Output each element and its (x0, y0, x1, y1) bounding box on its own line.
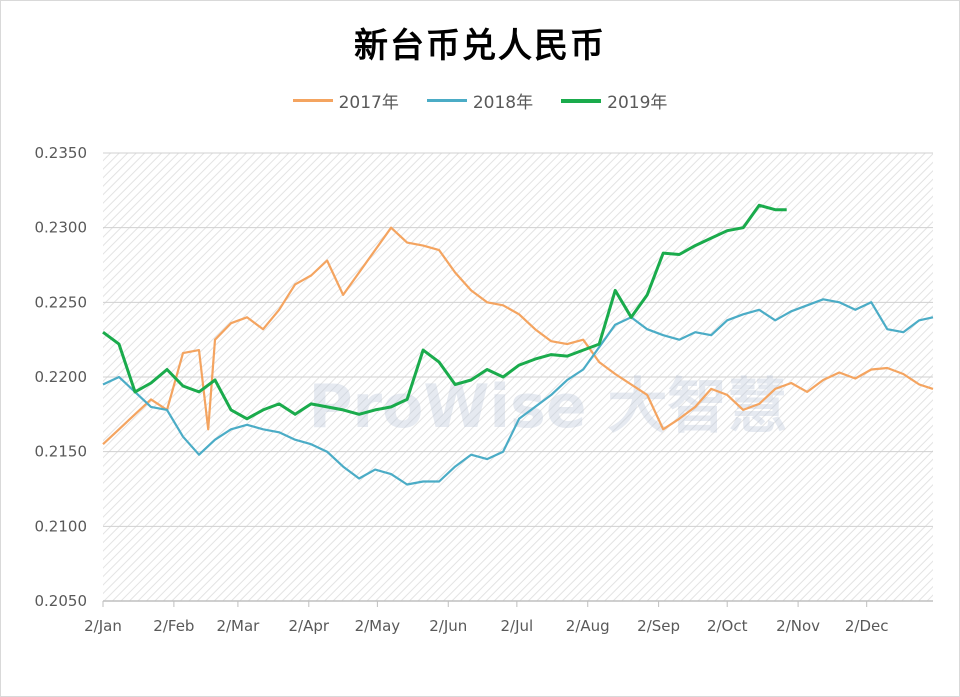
y-tick-label: 0.2100 (35, 517, 88, 535)
legend-swatch-2017 (292, 99, 333, 102)
legend-swatch-2018 (426, 99, 467, 102)
y-tick-label: 0.2300 (35, 219, 88, 237)
x-tick-label: 2/Jan (84, 617, 122, 635)
y-tick-label: 0.2350 (35, 144, 88, 162)
y-tick-label: 0.2050 (35, 592, 88, 610)
x-tick-label: 2/Oct (707, 617, 748, 635)
x-tick-label: 2/Aug (566, 617, 610, 635)
y-tick-label: 0.2200 (35, 368, 88, 386)
y-tick-label: 0.2150 (35, 443, 88, 461)
series-line-1 (102, 298, 934, 486)
x-tick-label: 2/Dec (845, 617, 889, 635)
x-tick-label: 2/Mar (216, 617, 260, 635)
legend-item-2018[interactable]: 2018年 (426, 88, 534, 113)
series-line-2 (102, 203, 787, 421)
chart-title: 新台币兑人民币 (354, 26, 606, 66)
x-tick-label: 2/May (355, 617, 401, 635)
legend-item-2017[interactable]: 2017年 (292, 88, 399, 113)
x-tick-label: 2/Jul (501, 617, 534, 635)
legend: 2017年 2018年 2019年 (0, 88, 960, 113)
x-tick-label: 2/Sep (637, 617, 680, 635)
x-tick-label: 2/Feb (153, 617, 194, 635)
x-tick-label: 2/Apr (289, 617, 330, 635)
series-lines (102, 203, 934, 486)
axes (102, 600, 933, 607)
watermark-text: ProWise 大智慧 (309, 372, 788, 442)
legend-item-2019[interactable]: 2019年 (561, 88, 667, 113)
y-tick-label: 0.2250 (35, 293, 88, 311)
legend-swatch-2019 (561, 98, 602, 103)
x-tick-label: 2/Nov (776, 617, 820, 635)
series-line-0 (102, 226, 934, 446)
legend-label-2017: 2017年 (338, 93, 399, 113)
tick-labels: 0.2050 0.2100 0.2150 0.2200 0.2250 0.2300 0.23… (35, 144, 889, 635)
legend-label-2019: 2019年 (607, 93, 668, 113)
legend-label-2018: 2018年 (472, 93, 534, 113)
x-tick-label: 2/Jun (429, 617, 467, 635)
